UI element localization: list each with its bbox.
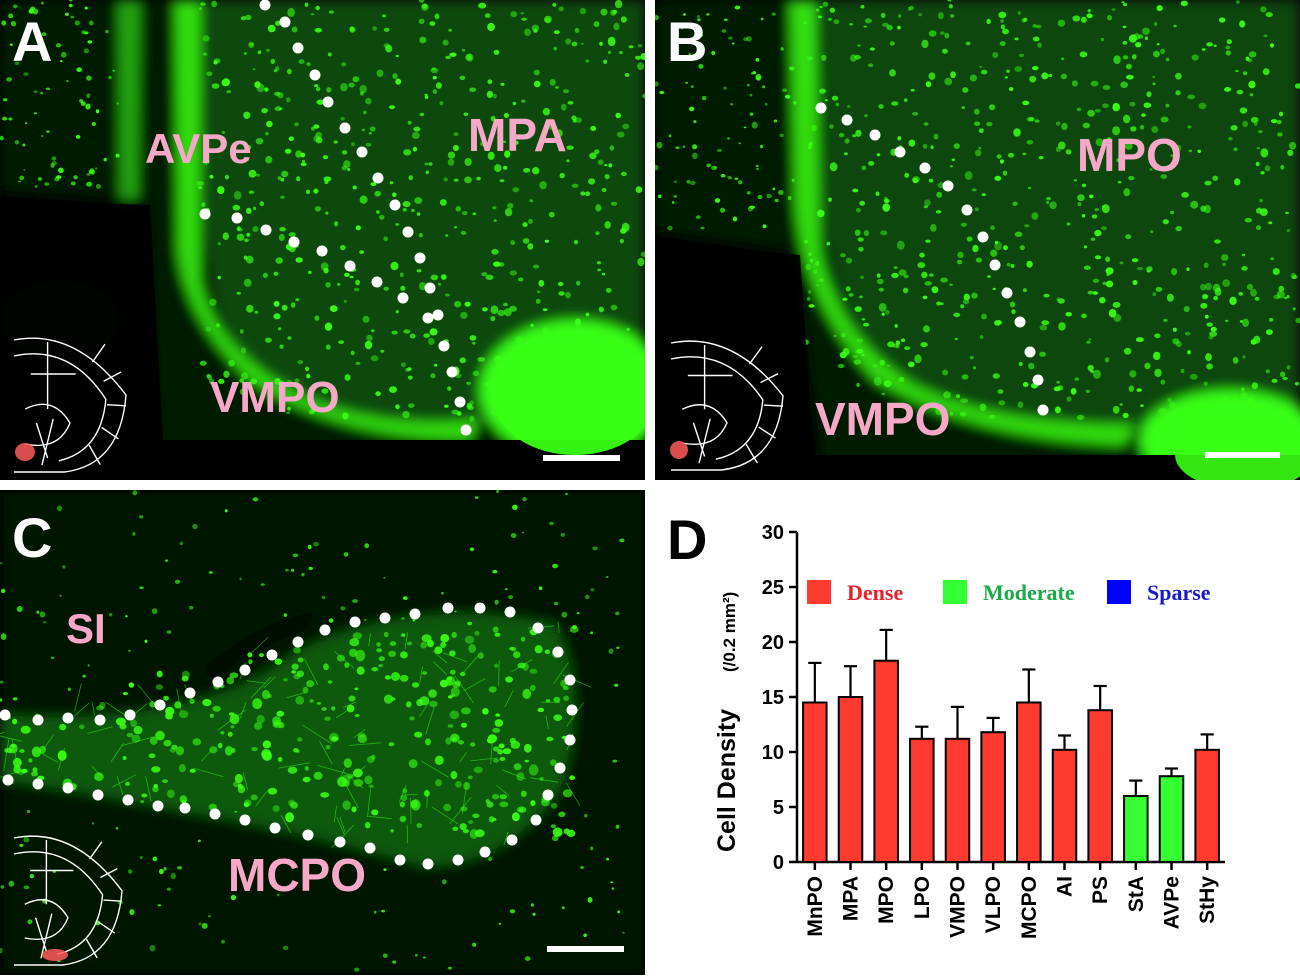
- panel-b-letter: B: [667, 14, 707, 70]
- panel-c-micrograph: C SI MCPO: [0, 490, 645, 975]
- bar-mpa: [839, 697, 863, 862]
- y-axis-label: Cell Density: [713, 709, 741, 852]
- panel-d-bar-chart: D 0 5 10 15 20 25 30 MnPO MPA MPO LPO VMPO VLPO MCPO A…: [655, 490, 1300, 975]
- y-tick-label: 25: [762, 577, 784, 599]
- x-tick-label: LPO: [911, 876, 934, 919]
- bar-ai: [1053, 750, 1077, 862]
- x-tick-label: VLPO: [982, 876, 1005, 933]
- x-tick-label: StHy: [1196, 876, 1219, 924]
- x-tick-label: AI: [1054, 876, 1077, 897]
- label-vmpo-b: VMPO: [815, 396, 950, 442]
- label-mpa: MPA: [468, 112, 567, 158]
- cell-density-chart: 0 5 10 15 20 25 30 MnPO MPA MPO LPO VMPO VLPO MCPO AI P…: [655, 490, 1300, 975]
- x-tick-label: AVPe: [1161, 876, 1184, 929]
- panel-d-letter: D: [667, 512, 707, 568]
- x-tick-label: PS: [1089, 876, 1112, 904]
- x-tick-label: MPA: [840, 876, 863, 921]
- y-tick-label: 20: [762, 632, 784, 654]
- tissue-glow: [0, 490, 645, 975]
- label-mcpo: MCPO: [228, 852, 366, 898]
- y-tick-label: 30: [762, 522, 784, 544]
- bar-avpe: [1160, 776, 1184, 862]
- chart-legend: Dense Moderate Sparse: [807, 580, 1211, 605]
- scale-bar-b: [1205, 452, 1280, 458]
- bar-vmpo: [946, 739, 970, 862]
- legend-swatch-moderate: [943, 580, 967, 604]
- y-axis-unit: (/0.2 mm²): [720, 592, 739, 672]
- bar-sthy: [1195, 750, 1219, 862]
- y-tick-label: 15: [762, 687, 784, 709]
- label-avpe: AVPe: [145, 128, 252, 170]
- legend-swatch-sparse: [1107, 580, 1131, 604]
- bar-vlpo: [981, 732, 1005, 862]
- bar-ps: [1088, 710, 1112, 862]
- y-tick-label: 10: [762, 742, 784, 764]
- bar-sta: [1124, 796, 1148, 862]
- bar-mnpo: [803, 703, 827, 863]
- label-si: SI: [66, 608, 106, 650]
- bar-lpo: [910, 739, 934, 862]
- y-tick-label: 0: [773, 852, 784, 874]
- label-mpo: MPO: [1077, 132, 1182, 178]
- chart-bars: [803, 630, 1219, 862]
- label-vmpo-a: VMPO: [210, 376, 340, 420]
- bar-mpo: [874, 661, 898, 862]
- micrograph-c-image: [0, 490, 645, 975]
- panel-a-letter: A: [12, 14, 52, 70]
- x-tick-label: StA: [1125, 876, 1148, 912]
- legend-label-sparse: Sparse: [1147, 580, 1211, 605]
- panel-b-micrograph: B MPO VMPO: [655, 0, 1300, 480]
- x-tick-label: MnPO: [804, 876, 827, 937]
- legend-label-dense: Dense: [847, 580, 903, 605]
- panel-c-letter: C: [12, 510, 52, 566]
- scale-bar-a: [543, 455, 620, 461]
- bar-mcpo: [1017, 703, 1041, 863]
- panel-a-micrograph: A AVPe MPA VMPO: [0, 0, 645, 480]
- x-tick-label: VMPO: [947, 876, 970, 938]
- scale-bar-c: [547, 946, 624, 952]
- micrograph-b-image: [655, 0, 1300, 480]
- legend-label-moderate: Moderate: [983, 580, 1075, 605]
- x-tick-label: MPO: [875, 876, 898, 924]
- x-tick-label: MCPO: [1018, 876, 1041, 939]
- legend-swatch-dense: [807, 580, 831, 604]
- y-tick-label: 5: [773, 797, 784, 819]
